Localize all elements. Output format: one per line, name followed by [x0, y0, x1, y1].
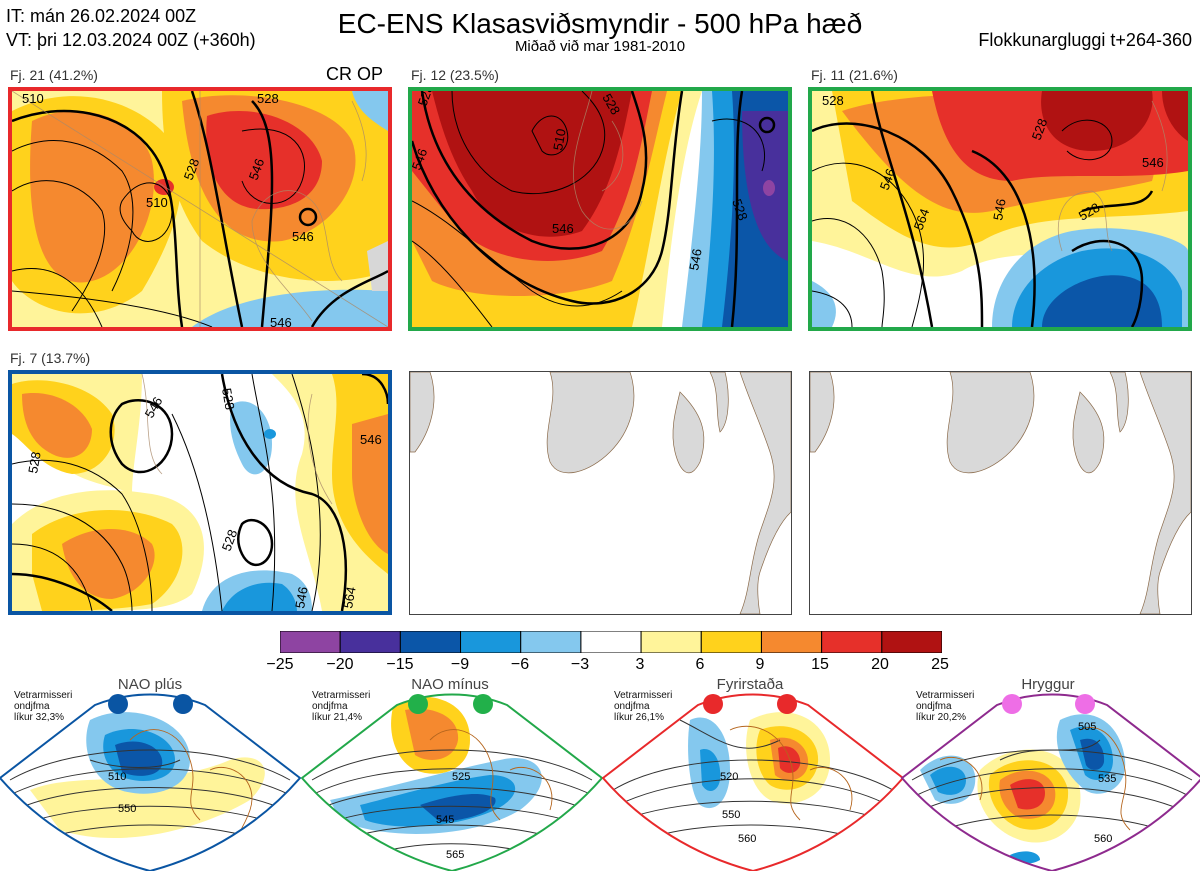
regime-contour-label: 560: [738, 833, 756, 845]
regime-fans: 510 550 525 545 565: [0, 693, 1200, 871]
contour-label: 564: [340, 586, 359, 610]
colorbar-swatch: [460, 630, 522, 654]
regime-contour-label: 520: [720, 771, 738, 783]
colorbar-swatch: [881, 630, 943, 654]
contour-label: 546: [292, 586, 311, 610]
contour-label: 546: [1142, 155, 1164, 170]
regime-contour-label: 505: [1078, 721, 1096, 733]
regime-title-nao-minus: NAO mínus: [411, 676, 489, 693]
contour-label: 528: [1029, 117, 1051, 143]
regime-contour-label: 525: [452, 771, 470, 783]
regime-note: Vetrarmisseri ondjfma líkur 21,4%: [312, 690, 371, 723]
colorbar-swatch: [520, 630, 582, 654]
contour-label: 546: [292, 229, 314, 244]
cluster-map-4: 528 546 528 528 546 546 564: [8, 370, 392, 615]
regime-note: Vetrarmisseri ondjfma líkur 32,3%: [14, 690, 73, 723]
colorbar-swatch: [279, 630, 341, 654]
colorbar-tick: −25: [266, 656, 294, 673]
regime-note: Vetrarmisseri ondjfma líkur 26,1%: [614, 690, 673, 723]
regime-note: Vetrarmisseri ondjfma líkur 20,2%: [916, 690, 975, 723]
page-title: EC-ENS Klasasviðsmyndir - 500 hPa hæð: [337, 8, 863, 39]
contour-label: 546: [552, 221, 574, 236]
colorbar-swatch: [640, 630, 702, 654]
regime-title-ridge: Hryggur: [1021, 676, 1075, 693]
regime-contour-label: 560: [1094, 833, 1112, 845]
colorbar-tick: 3: [635, 656, 645, 673]
contour-label: 528: [25, 451, 44, 475]
colorbar-swatch: [700, 630, 762, 654]
colorbar-tick: −20: [326, 656, 354, 673]
colorbar-swatch: [399, 630, 462, 654]
colorbar: [279, 630, 943, 654]
regime-title-blocking: Fyrirstaða: [716, 676, 784, 693]
panel-1-tag: CR OP: [326, 64, 384, 84]
cluster-map-1: 510 528 546 510 546 528 546: [8, 87, 392, 331]
cluster-map-3: 528 528 546 546 564 546 528: [808, 87, 1192, 331]
colorbar-tick: −6: [510, 656, 530, 673]
regime-title-nao-plus: NAO plús: [117, 676, 183, 693]
colorbar-tick: −9: [450, 656, 470, 673]
contour-label: 528: [219, 528, 241, 554]
contour-label: 546: [686, 248, 705, 272]
regime-contour-label: 550: [118, 803, 136, 815]
regime-contour-label: 565: [446, 849, 464, 861]
contour-label: 510: [22, 91, 44, 106]
contour-label: 564: [911, 207, 933, 233]
contour-label: 528: [219, 387, 238, 411]
colorbar-swatch: [760, 630, 823, 654]
colorbar-swatch: [339, 630, 401, 654]
colorbar-tick: −15: [386, 656, 414, 673]
panel-4-label: Fj. 7 (13.7%): [10, 350, 91, 366]
colorbar-tick: −3: [570, 656, 590, 673]
contour-label: 546: [360, 432, 382, 447]
colorbar-tick: 15: [811, 656, 829, 673]
panel-1-label: Fj. 21 (41.2%): [10, 67, 98, 83]
contour-label: 546: [877, 167, 899, 193]
contour-label: 528: [257, 91, 279, 106]
regime-contour-label: 510: [108, 771, 126, 783]
colorbar-tick: 9: [755, 656, 765, 673]
contour-label: 546: [990, 198, 1009, 222]
panel-2-label: Fj. 12 (23.5%): [411, 67, 499, 83]
valid-time: VT: þri 12.03.2024 00Z (+360h): [6, 30, 256, 50]
contour-label: 528: [181, 157, 203, 183]
initial-time: IT: mán 26.02.2024 00Z: [6, 6, 197, 26]
empty-map-5: [409, 371, 792, 615]
colorbar-tick: 6: [695, 656, 705, 673]
contour-label: 528: [822, 93, 844, 108]
page-subtitle: Miðað við mar 1981-2010: [514, 38, 686, 55]
empty-map-6: [809, 371, 1192, 615]
regime-contour-label: 535: [1098, 773, 1116, 785]
header-info: IT: mán 26.02.2024 00Z VT: þri 12.03.202…: [6, 4, 256, 52]
regime-contour-label: 550: [722, 809, 740, 821]
regime-contour-label: 545: [436, 814, 454, 826]
colorbar-swatch: [821, 630, 883, 654]
contour-label: 528: [729, 197, 751, 223]
contour-label: 510: [146, 195, 168, 210]
cluster-map-2: 528 528 546 510 528 546 546: [408, 87, 792, 331]
colorbar-swatch: [580, 630, 642, 654]
panel-3-label: Fj. 11 (21.6%): [811, 67, 898, 83]
contour-label: 546: [270, 315, 292, 327]
contour-label: 546: [246, 157, 268, 183]
contour-label: 510: [550, 128, 569, 152]
colorbar-tick: 20: [871, 656, 889, 673]
colorbar-tick: 25: [931, 656, 949, 673]
classification-window: Flokkunargluggi t+264-360: [978, 30, 1192, 50]
